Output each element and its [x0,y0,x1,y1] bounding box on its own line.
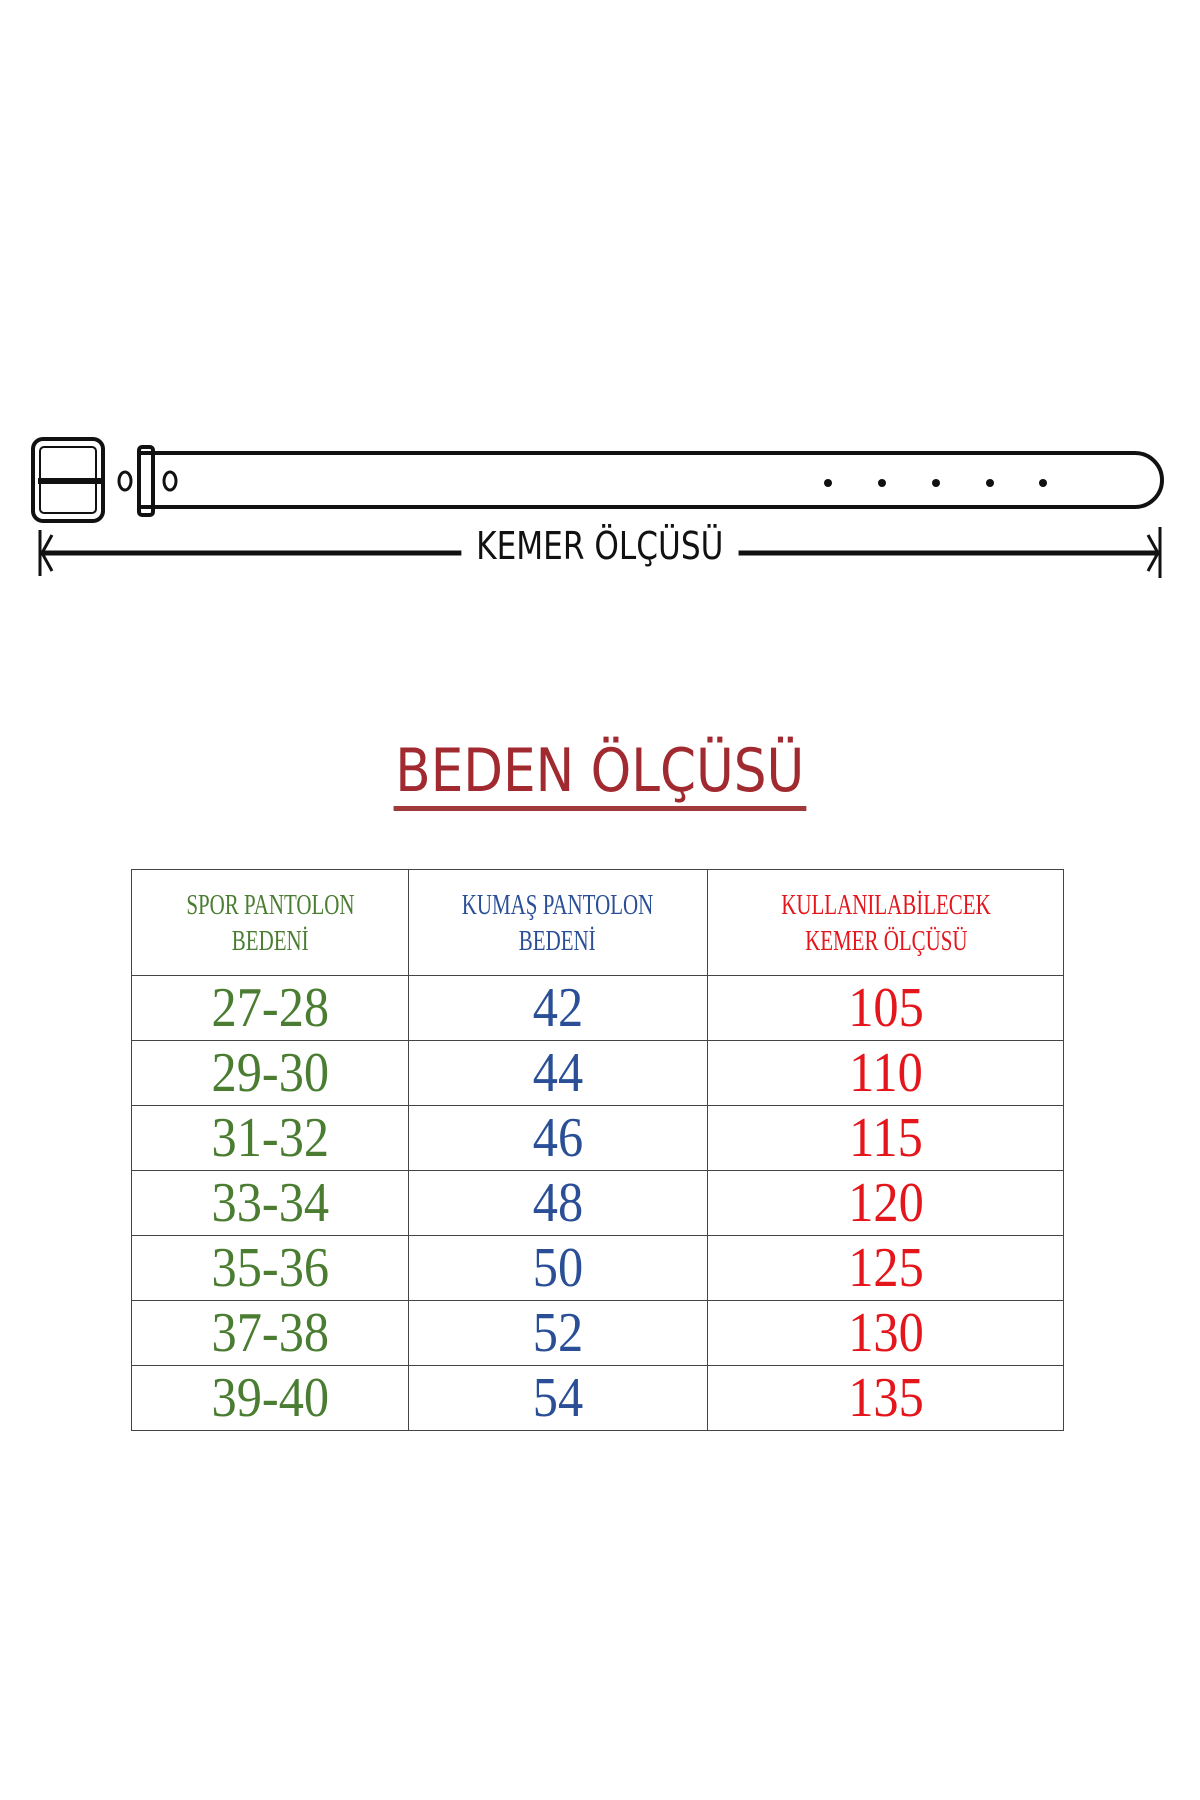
header-kemer-olcusu: KULLANILABİLECEK KEMER ÖLÇÜSÜ [707,869,1064,976]
belt-icon [31,437,1164,523]
cell-value: 54 [532,1367,584,1429]
cell-value: 29-30 [211,1042,329,1104]
spor-size-cell: 35-36 [131,1235,409,1301]
cell-value: 115 [848,1107,923,1169]
belt-loop [137,445,155,517]
belt-size-cell: 115 [707,1105,1064,1171]
belt-size-cell: 135 [707,1365,1064,1431]
belt-size-cell: 105 [707,975,1064,1041]
cell-value: 37-38 [211,1302,329,1364]
kumas-size-cell: 54 [408,1365,708,1431]
belt-size-cell: 120 [707,1170,1064,1236]
cell-value: 125 [847,1237,924,1299]
spor-size-cell: 31-32 [131,1105,409,1171]
table-row: 29-30 44 110 [131,1040,1064,1106]
cell-value: 110 [848,1042,923,1104]
belt-label-text: KEMER ÖLÇÜSÜ [461,524,739,568]
kumas-size-cell: 46 [408,1105,708,1171]
table-row: 33-34 48 120 [131,1170,1064,1236]
spor-size-cell: 27-28 [131,975,409,1041]
cell-value: 39-40 [211,1367,329,1429]
table-row: 37-38 52 130 [131,1300,1064,1366]
header-spor-pantolon: SPOR PANTOLON BEDENİ [131,869,409,976]
belt-holes [824,479,1047,487]
belt-measurement-label: KEMER ÖLÇÜSÜ [0,524,1200,568]
title-text: BEDEN ÖLÇÜSÜ [393,738,807,811]
cell-value: 35-36 [211,1237,329,1299]
belt-size-cell: 130 [707,1300,1064,1366]
cell-value: 120 [847,1172,924,1234]
kumas-size-cell: 44 [408,1040,708,1106]
kumas-size-cell: 52 [408,1300,708,1366]
cell-value: 50 [532,1237,584,1299]
cell-value: 135 [847,1367,924,1429]
table-row: 35-36 50 125 [131,1235,1064,1301]
belt-size-cell: 110 [707,1040,1064,1106]
spor-size-cell: 29-30 [131,1040,409,1106]
cell-value: 46 [532,1107,584,1169]
spor-size-cell: 37-38 [131,1300,409,1366]
kumas-size-cell: 42 [408,975,708,1041]
table-row: 39-40 54 135 [131,1365,1064,1431]
table-row: 27-28 42 105 [131,975,1064,1041]
cell-value: 42 [532,977,584,1039]
table-row: 31-32 46 115 [131,1105,1064,1171]
cell-value: 52 [532,1302,584,1364]
kumas-size-cell: 48 [408,1170,708,1236]
table-header-row: SPOR PANTOLON BEDENİ KUMAŞ PANTOLON BEDENİ… [131,869,1064,976]
size-table: SPOR PANTOLON BEDENİ KUMAŞ PANTOLON BEDENİ… [131,869,1064,1431]
cell-value: 48 [532,1172,584,1234]
spor-size-cell: 33-34 [131,1170,409,1236]
cell-value: 31-32 [211,1107,329,1169]
belt-size-cell: 125 [707,1235,1064,1301]
cell-value: 105 [847,977,924,1039]
cell-value: 44 [532,1042,584,1104]
kumas-size-cell: 50 [408,1235,708,1301]
spor-size-cell: 39-40 [131,1365,409,1431]
header-kumas-pantolon: KUMAŞ PANTOLON BEDENİ [408,869,708,976]
cell-value: 27-28 [211,977,329,1039]
cell-value: 130 [847,1302,924,1364]
cell-value: 33-34 [211,1172,329,1234]
belt-strap [140,451,1164,509]
page-title: BEDEN ÖLÇÜSÜ [0,738,1200,811]
